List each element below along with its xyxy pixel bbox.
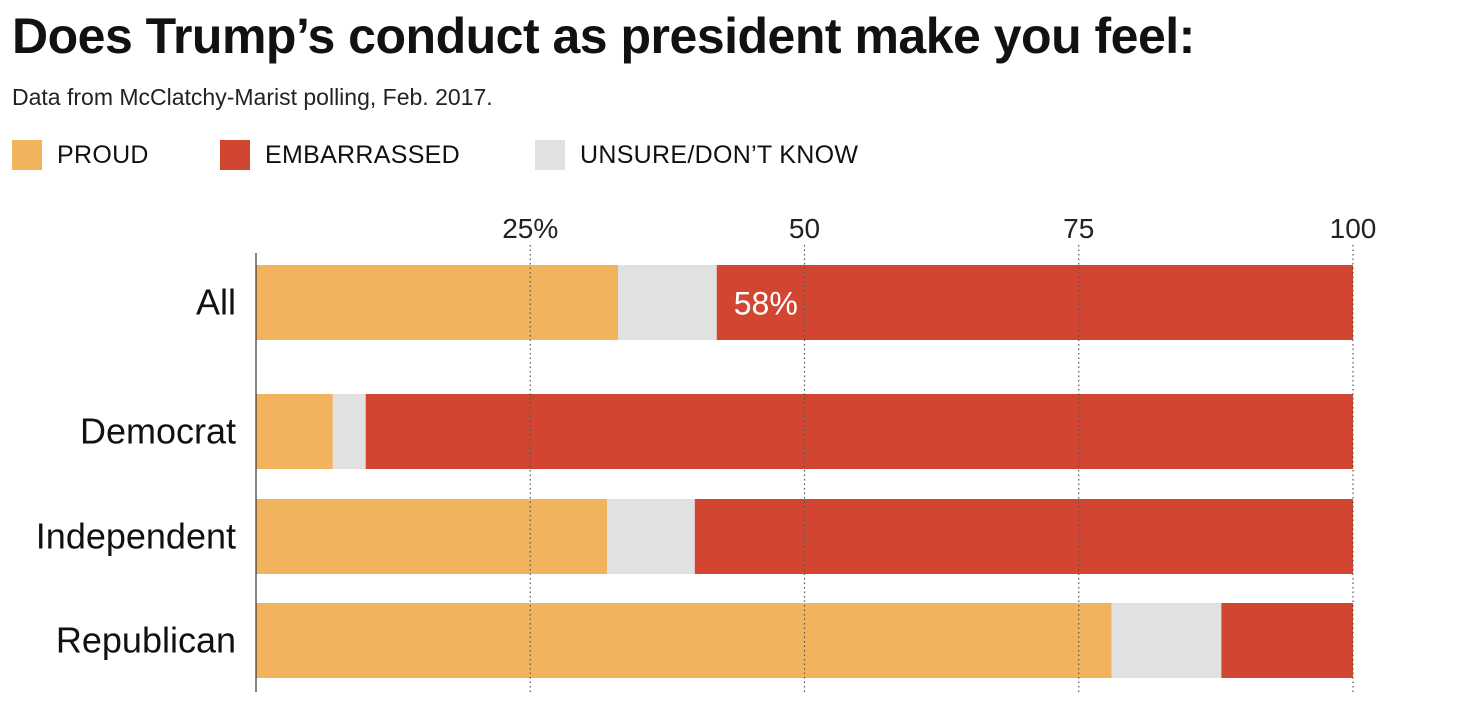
legend-item-proud: PROUD	[12, 138, 149, 172]
legend-item-unsure: UNSURE/DON’T KNOW	[535, 138, 858, 172]
chart-subtitle: Data from McClatchy-Marist polling, Feb.…	[12, 84, 493, 110]
bar-republican-unsure-don-t-know	[1111, 603, 1222, 678]
bar-all-proud	[256, 265, 619, 340]
bars-group	[256, 265, 1353, 678]
bar-republican-proud	[256, 603, 1112, 678]
legend-label-embarrassed: EMBARRASSED	[265, 140, 461, 169]
legend-label-proud: PROUD	[57, 140, 149, 169]
bar-democrat-embarrassed	[365, 394, 1353, 469]
x-tick-label-100: 100	[1330, 213, 1377, 244]
category-label-democrat: Democrat	[80, 411, 236, 452]
category-label-republican: Republican	[56, 620, 236, 661]
x-tick-label-75: 75	[1063, 213, 1094, 244]
bar-republican-embarrassed	[1221, 603, 1353, 678]
legend-item-embarrassed: EMBARRASSED	[220, 138, 460, 172]
category-labels-group: All Democrat Independent Republican	[36, 282, 236, 661]
legend-swatch-embarrassed	[220, 140, 250, 170]
category-label-all: All	[196, 282, 236, 323]
legend-swatch-unsure	[535, 140, 565, 170]
tick-labels-group: 25% 50 75 100	[502, 213, 1376, 244]
legend-swatch-proud	[12, 140, 42, 170]
bar-independent-proud	[256, 499, 608, 574]
bar-independent-embarrassed	[694, 499, 1353, 574]
bar-democrat-proud	[256, 394, 333, 469]
category-label-independent: Independent	[36, 516, 236, 557]
bar-all-unsure-don-t-know	[618, 265, 717, 340]
x-tick-label-25: 25%	[502, 213, 558, 244]
data-label-all-embarrassed: 58%	[734, 286, 798, 322]
chart-title: Does Trump’s conduct as president make y…	[12, 8, 1195, 64]
bar-democrat-unsure-don-t-know	[332, 394, 366, 469]
bar-all-embarrassed	[716, 265, 1353, 340]
legend-label-unsure: UNSURE/DON’T KNOW	[580, 140, 859, 169]
legend: PROUD EMBARRASSED UNSURE/DON’T KNOW	[12, 138, 1112, 172]
bar-independent-unsure-don-t-know	[607, 499, 695, 574]
x-tick-label-50: 50	[789, 213, 820, 244]
